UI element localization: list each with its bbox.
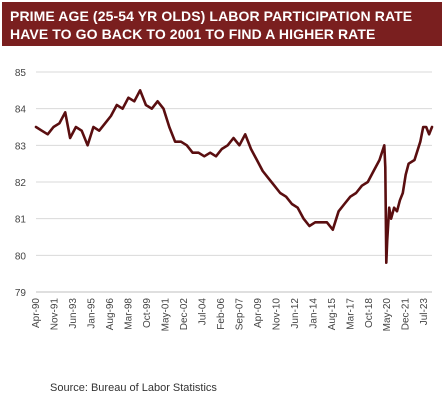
- x-tick-label: Dec-21: [401, 298, 412, 331]
- x-tick-label: Nov-91: [49, 298, 60, 331]
- x-tick-label: Jul-04: [197, 298, 208, 326]
- y-tick-label: 79: [15, 288, 27, 299]
- y-tick-label: 85: [15, 68, 27, 79]
- x-tick-label: Dec-02: [179, 298, 190, 331]
- x-tick-label: Apr-90: [31, 298, 42, 328]
- x-tick-label: Jan-95: [86, 298, 97, 329]
- y-tick-label: 81: [15, 215, 27, 226]
- x-tick-label: May-20: [382, 298, 393, 332]
- chart-title-line-2: HAVE TO GO BACK TO 2001 TO FIND A HIGHER…: [10, 26, 376, 42]
- chart-title-line-1: PRIME AGE (25-54 YR OLDS) LABOR PARTICIP…: [10, 8, 413, 24]
- x-tick-label: Jun-12: [290, 298, 301, 329]
- x-tick-label: May-01: [160, 298, 171, 332]
- x-tick-label: Sep-07: [234, 298, 245, 331]
- x-tick-label: Jan-14: [308, 298, 319, 329]
- chart-title-bar: PRIME AGE (25-54 YR OLDS) LABOR PARTICIP…: [2, 2, 442, 46]
- x-tick-label: Mar-17: [345, 298, 356, 330]
- x-tick-label: Aug-15: [327, 298, 338, 331]
- x-tick-label: Jun-93: [68, 298, 79, 329]
- x-tick-label: Nov-10: [271, 298, 282, 331]
- x-tick-label: Aug-96: [105, 298, 116, 331]
- x-tick-label: Oct-99: [142, 298, 153, 328]
- x-tick-label: Apr-09: [253, 298, 264, 328]
- x-tick-label: Jul-23: [419, 298, 430, 326]
- series-line: [34, 88, 434, 264]
- y-tick-label: 84: [15, 105, 27, 116]
- y-tick-label: 83: [15, 141, 27, 152]
- x-tick-label: Mar-98: [123, 298, 134, 330]
- y-tick-label: 82: [15, 178, 27, 189]
- line-chart: 79 80 81 82 83 84 85 Apr-90 Nov-91 Jun-93 Jan-95 Au…: [15, 68, 434, 332]
- source-note: Source: Bureau of Labor Statistics: [50, 382, 217, 394]
- y-tick-label: 80: [15, 251, 27, 262]
- x-tick-label: Feb-06: [216, 298, 227, 330]
- x-tick-label: Oct-18: [364, 298, 375, 328]
